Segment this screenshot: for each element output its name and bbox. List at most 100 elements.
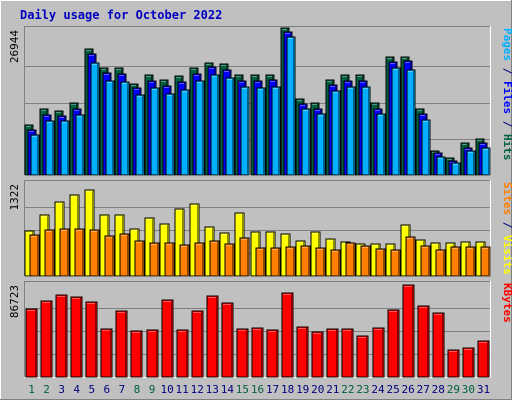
bar-highlight bbox=[417, 241, 423, 242]
day-label-28: 28 bbox=[432, 383, 445, 396]
bar-kbytes-day-29 bbox=[447, 349, 460, 378]
bar-highlight bbox=[480, 144, 485, 145]
bar-shade bbox=[201, 312, 203, 377]
bar-shade bbox=[293, 248, 295, 276]
day-label-23: 23 bbox=[356, 383, 369, 396]
bar-sites-day-26 bbox=[405, 236, 416, 277]
bar-shade bbox=[487, 342, 489, 377]
day-label-17: 17 bbox=[266, 383, 279, 396]
bar-highlight bbox=[239, 82, 244, 83]
bar-sites-day-3 bbox=[59, 228, 70, 277]
bar-highlight bbox=[72, 298, 80, 299]
bar-shade bbox=[80, 298, 82, 377]
bar-highlight bbox=[238, 330, 246, 331]
bar-highlight bbox=[252, 233, 258, 234]
bar-highlight bbox=[402, 226, 408, 227]
bar-sites-day-24 bbox=[375, 248, 386, 277]
bar-highlight bbox=[302, 247, 308, 248]
bar-highlight bbox=[27, 310, 35, 311]
bar-pages-day-21 bbox=[331, 90, 341, 176]
bar-highlight bbox=[465, 149, 470, 150]
panel-hits-files-pages: 26944 Pages / Files / Hits bbox=[8, 26, 512, 176]
bar-highlight bbox=[253, 329, 261, 330]
bar-pages-day-15 bbox=[240, 86, 250, 176]
bar-shade bbox=[278, 88, 280, 175]
bar-highlight bbox=[390, 63, 395, 64]
bar-sites-day-11 bbox=[179, 244, 190, 277]
day-label-18: 18 bbox=[281, 383, 294, 396]
bar-highlight bbox=[226, 245, 232, 246]
bar-shade bbox=[52, 122, 54, 175]
bar-highlight bbox=[41, 110, 46, 111]
legend-label-part: / bbox=[501, 215, 512, 235]
bar-highlight bbox=[76, 230, 82, 231]
bar-highlight bbox=[223, 304, 231, 305]
bar-highlight bbox=[56, 112, 61, 113]
legend-label-part: / bbox=[501, 61, 512, 81]
bar-shade bbox=[82, 230, 84, 276]
bar-shade bbox=[398, 251, 400, 276]
day-label-25: 25 bbox=[386, 383, 399, 396]
bar-shade bbox=[217, 76, 219, 175]
bar-highlight bbox=[360, 82, 365, 83]
bar-kbytes-day-21 bbox=[326, 328, 339, 378]
bar-highlight bbox=[221, 234, 227, 235]
bar-highlight bbox=[479, 342, 487, 343]
bar-kbytes-day-8 bbox=[130, 330, 143, 378]
bar-highlight bbox=[57, 296, 65, 297]
bar-highlight bbox=[41, 216, 47, 217]
bar-shade bbox=[442, 314, 444, 377]
bar-highlight bbox=[191, 205, 197, 206]
bar-highlight bbox=[47, 122, 52, 123]
bar-shade bbox=[383, 250, 385, 276]
bar-highlight bbox=[482, 248, 488, 249]
bar-shade bbox=[336, 330, 338, 377]
bar-highlight bbox=[477, 140, 482, 141]
bar-highlight bbox=[358, 337, 366, 338]
bar-sites-day-21 bbox=[330, 249, 341, 277]
bar-shade bbox=[473, 248, 475, 276]
bar-shade bbox=[187, 91, 189, 175]
bar-shade bbox=[95, 303, 97, 377]
bar-pages-day-24 bbox=[376, 113, 386, 176]
bar-highlight bbox=[420, 115, 425, 116]
bar-highlight bbox=[477, 243, 483, 244]
bar-highlight bbox=[44, 116, 49, 117]
bar-shade bbox=[308, 110, 310, 175]
day-label-10: 10 bbox=[160, 383, 173, 396]
panel-kbytes: 86723 KBytes bbox=[8, 281, 512, 378]
bar-highlight bbox=[208, 297, 216, 298]
day-label-20: 20 bbox=[311, 383, 324, 396]
bar-shade bbox=[293, 38, 295, 175]
bar-highlight bbox=[179, 83, 184, 84]
bar-shade bbox=[383, 115, 385, 175]
bar-shade bbox=[458, 164, 460, 175]
bar-highlight bbox=[404, 286, 412, 287]
bar-kbytes-day-26 bbox=[402, 284, 415, 378]
bar-highlight bbox=[393, 69, 398, 70]
bar-shade bbox=[368, 247, 370, 276]
bar-shade bbox=[67, 122, 69, 175]
bar-shade bbox=[246, 330, 248, 377]
bar-highlight bbox=[342, 243, 348, 244]
bar-shade bbox=[338, 251, 340, 276]
bar-shade bbox=[82, 116, 84, 175]
bar-shade bbox=[457, 351, 459, 377]
bar-highlight bbox=[283, 294, 291, 295]
bar-highlight bbox=[212, 76, 217, 77]
bar-shade bbox=[458, 248, 460, 276]
bar-sites-day-13 bbox=[209, 240, 220, 277]
bar-highlight bbox=[282, 29, 287, 30]
bar-shade bbox=[472, 349, 474, 377]
bar-highlight bbox=[417, 110, 422, 111]
bar-shade bbox=[473, 152, 475, 175]
bar-sites-day-29 bbox=[450, 246, 461, 277]
bar-shade bbox=[112, 82, 114, 175]
bar-pages-day-13 bbox=[210, 74, 220, 176]
bar-shade bbox=[443, 158, 445, 175]
bar-highlight bbox=[273, 88, 278, 89]
legend-label-part: Pages bbox=[501, 28, 512, 61]
panel-visits-sites: 1322 Sites / Visits bbox=[8, 180, 512, 277]
bar-shade bbox=[187, 246, 189, 276]
